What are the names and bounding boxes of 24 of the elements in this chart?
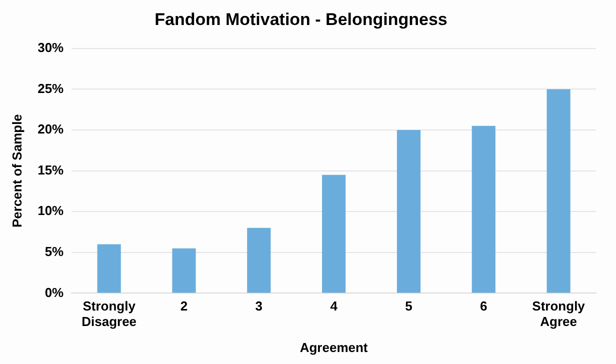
bar: [172, 248, 196, 293]
bar: [247, 228, 271, 293]
x-tick-label: 5: [405, 298, 412, 314]
bar: [546, 89, 570, 293]
bar: [396, 130, 421, 293]
x-tick-label: 4: [330, 298, 338, 314]
y-tick-label: 30%: [38, 40, 64, 55]
bar: [322, 174, 346, 293]
y-tick-label: 5%: [44, 244, 64, 259]
y-tick-label: 0%: [44, 284, 64, 300]
y-tick-label: 25%: [38, 80, 64, 96]
x-tick-label: Strongly Agree: [532, 298, 586, 330]
y-tick-label: 20%: [38, 122, 64, 137]
x-tick-label: Strongly Disagree: [82, 298, 137, 330]
chart-title: Fandom Motivation - Belongingness: [154, 10, 448, 29]
bar: [97, 244, 121, 293]
x-tick-label: 3: [255, 298, 263, 314]
y-tick-label: 15%: [38, 162, 64, 178]
x-axis-title: Agreement: [300, 340, 368, 355]
x-tick-label: 2: [180, 298, 188, 314]
y-axis-title: Percent of Sample: [9, 114, 24, 228]
bar: [472, 126, 496, 293]
y-tick-label: 10%: [38, 203, 64, 218]
x-tick-label: 6: [480, 298, 488, 314]
